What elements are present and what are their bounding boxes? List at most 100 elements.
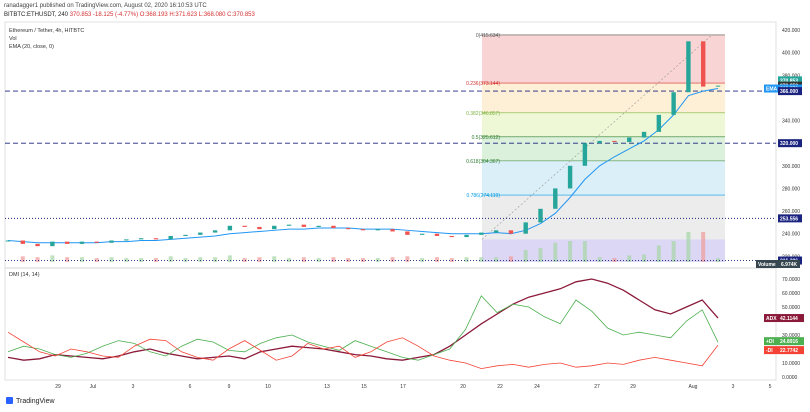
dmi-tag-label: 42.1144 [780,316,798,322]
price-tick-label: 340.000 [782,119,800,125]
volume-bar [346,258,351,262]
price-candle [212,230,218,233]
price-candle [183,234,188,236]
price-candle [257,226,262,230]
time-tick-label: 29 [55,384,61,390]
fib-zone [482,195,725,240]
volume-bar [671,241,676,262]
price-candle [597,140,602,144]
price-candle [346,228,351,230]
dmi-tick-label: 0.0000 [782,375,798,381]
volume-bar [20,256,25,262]
time-tick-label: 3 [132,384,135,390]
fib-trendline [481,34,713,240]
dmi-tick-label: 70.0000 [782,277,800,283]
time-tick-label: 6 [189,384,192,390]
fib-zone-base [482,239,725,262]
legend-title: Ethereum / Tether, 4h, HITBTC [9,28,84,34]
price-candle [168,235,173,240]
dmi-pane: 70.0000 60.0000 50.0000 30.0000 10.0000 0.000… [7,277,804,381]
publish-info: ranadagger1 published on TradingView.com… [4,3,207,9]
price-candle [449,235,454,238]
price-tag-label: 366.000 [780,89,798,95]
dmi-tag-box [764,337,804,346]
price-candle [582,143,588,166]
time-tick-label: 15 [361,384,367,390]
dmi-tag-box [764,314,804,323]
volume-bar [701,232,706,262]
fib-label: 0.618(304.367) [466,159,500,165]
time-tick-label: 10 [265,384,271,390]
volume-bar [582,241,587,262]
volume-bar [50,255,55,262]
ema-axis-box [764,84,778,93]
time-tick-label: 24 [534,384,540,390]
price-candle [286,224,292,226]
price-candle [390,229,395,232]
price-tick-label: 380.000 [782,73,800,79]
price-candle [64,241,70,244]
volume-bar [627,255,632,262]
ema-axis-label: EMA [766,87,778,93]
ohlc-values: 370.853 -18.125 (-4.77%) O:368.193 H:371… [69,12,255,18]
price-tick-label: 420.000 [782,28,800,34]
time-tick-label: 5 [769,384,772,390]
legend-ema: EMA (20, close, 0) [9,44,54,50]
dmi-series-line [7,295,719,361]
price-candle [493,230,499,233]
volume-bar [434,257,439,262]
volume-bar [479,257,484,262]
fib-zone [482,160,725,196]
price-tag-box [778,139,802,148]
dmi-tag-label: 24.8916 [780,339,798,345]
price-candle [567,165,573,189]
volume-bar [642,254,647,262]
time-tick-label: 22 [497,384,503,390]
volume-bar [656,245,661,262]
volume-bar [109,257,114,262]
dmi-tick-label: 10.0000 [782,361,800,367]
fib-label: 0.5(325.612) [472,135,501,141]
dmi-tag-prefix: -DI [766,348,773,354]
volume-bar [168,256,173,262]
volume-bar [65,257,70,262]
volume-bar [79,257,84,262]
volume-axis-label: Volume [758,262,776,268]
price-tick-label: 280.000 [782,186,800,192]
price-candle [479,232,484,235]
volume-axis-box [756,260,800,268]
volume-bar [198,257,203,262]
symbol-label: BITBTC:ETHUSDT, 240 [4,12,69,18]
fib-label: 0.236(373.144) [466,81,500,87]
price-candle [686,41,691,93]
volume-bar [494,257,499,262]
volume-bar [242,258,247,262]
legend-dmi: DMI (14, 14) [9,272,40,278]
dmi-tag-label: 22.7742 [780,348,798,354]
price-candle [124,239,129,241]
dmi-pane-frame [4,267,777,381]
volume-bar [449,258,454,262]
volume-bar [686,232,691,262]
volume-bar [508,256,513,262]
volume-bar [257,257,262,262]
fib-label: 0.382(346.857) [466,111,500,117]
time-tick-label: Aug [689,384,698,390]
dmi-tick-label: 30.0000 [782,333,800,339]
price-candle [538,208,543,223]
price-candle [434,233,440,236]
time-tick-label: 3 [732,384,735,390]
price-candle [523,222,528,234]
price-candle [419,233,425,235]
price-candle [331,225,336,229]
fib-zone [482,136,725,161]
price-candle [50,241,55,247]
time-axis[interactable]: 29 Jul 3 6 9 10 13 15 17 20 22 24 27 29 Aug 3 5 [55,384,771,390]
tradingview-logo[interactable]: TradingView [6,397,55,405]
price-candle [109,240,114,243]
fib-zone [482,112,725,137]
volume-bar [316,258,321,262]
price-candle [242,225,247,227]
price-tick-label: 300.000 [782,164,800,170]
